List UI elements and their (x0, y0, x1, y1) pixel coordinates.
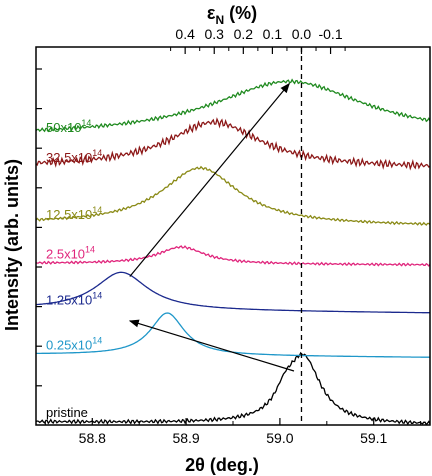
bottom-tick-label: 59.1 (360, 430, 387, 446)
series-line (35, 271, 430, 314)
curve-label: 1.25x1014 (46, 290, 102, 307)
curve-label: pristine (46, 405, 88, 420)
bottom-tick-label: 59.0 (266, 430, 293, 446)
top-tick-label: 0.1 (263, 26, 283, 42)
top-tick-label: 0.2 (234, 26, 254, 42)
series-line (35, 351, 431, 426)
top-tick-label: 0.4 (175, 26, 195, 42)
curve-label: 32.5x1014 (46, 148, 102, 165)
x-axis-label: 2θ (deg.) (185, 455, 259, 475)
shift-arrow (129, 82, 290, 277)
bottom-tick-label: 58.9 (172, 430, 199, 446)
bottom-axis-ticks: 58.8 58.9 59.0 59.1 (44, 418, 422, 446)
top-tick-label: 0.3 (205, 26, 225, 42)
top-tick-label: 0.0 (292, 26, 312, 42)
top-tick-label: -0.1 (318, 26, 342, 42)
series-line (35, 117, 431, 171)
series-line (35, 245, 431, 267)
curve-label: 2.5x1014 (46, 244, 95, 261)
arrows-layer (128, 82, 295, 372)
curve-labels-layer: pristine 0.25x1014 1.25x1014 2.5x1014 12.5x1… (46, 118, 102, 420)
left-axis-ticks (36, 68, 42, 387)
curve-label: 12.5x1014 (46, 205, 102, 222)
bottom-tick-label: 58.8 (79, 430, 106, 446)
y-axis-label: Intensity (arb. units) (2, 159, 22, 331)
top-axis-ticks: 0.4 0.3 0.2 0.1 0.0 -0.1 (170, 26, 346, 54)
top-axis-label: εN (%) (207, 3, 257, 27)
plot-frame (35, 46, 431, 426)
curve-label: 50x1014 (46, 118, 91, 135)
series-line (35, 78, 431, 133)
series-line (35, 165, 431, 226)
shift-arrow (128, 319, 295, 372)
curve-label: 0.25x1014 (46, 335, 102, 352)
curves-layer (35, 78, 431, 426)
